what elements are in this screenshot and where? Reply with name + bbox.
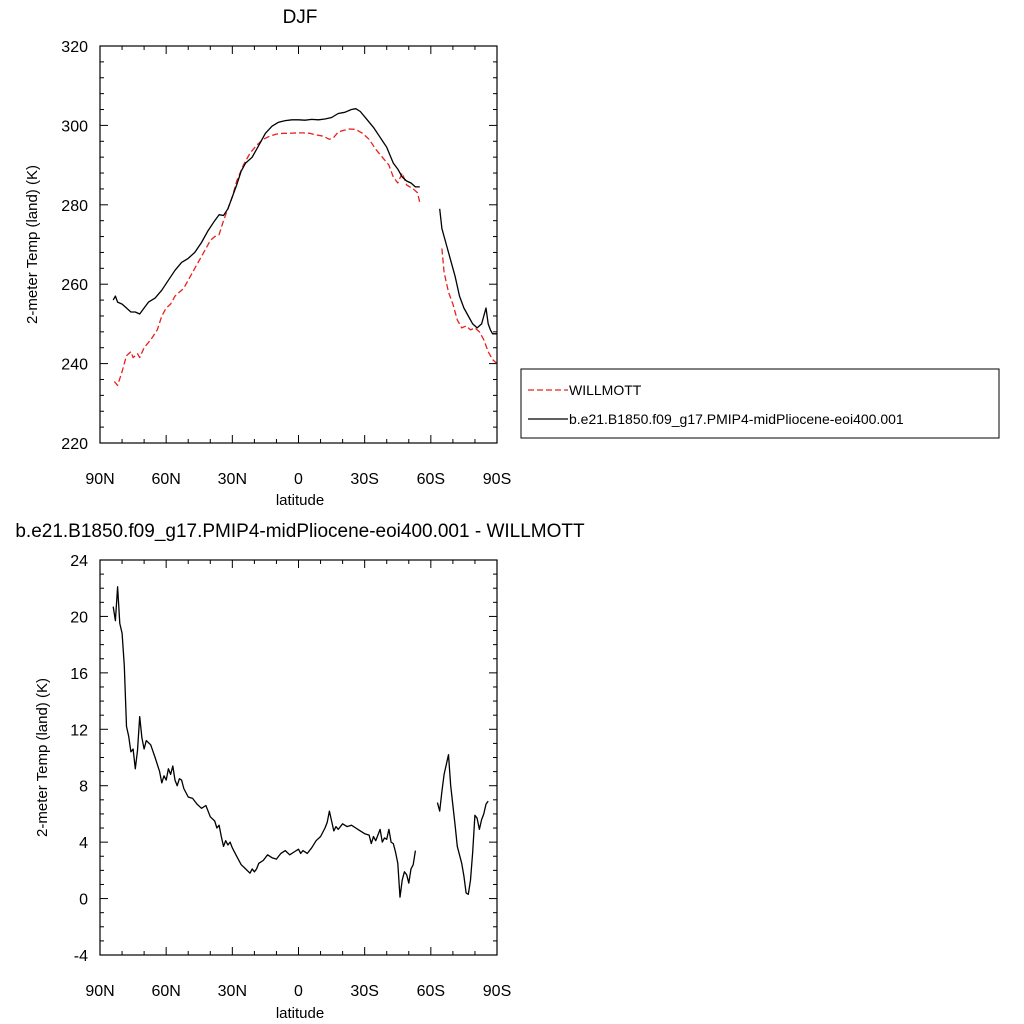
y-tick-label: 20 bbox=[70, 609, 88, 626]
series-line bbox=[439, 208, 497, 335]
series-line bbox=[441, 248, 498, 365]
axis-ticks bbox=[99, 45, 498, 444]
legend: WILLMOTT b.e21.B1850.f09_g17.PMIP4-midPli… bbox=[520, 368, 1000, 439]
x-tick-label: 90S bbox=[483, 983, 511, 1000]
y-tick-label: 240 bbox=[61, 357, 88, 374]
x-tick-label: 60S bbox=[417, 983, 445, 1000]
plot-frame bbox=[99, 559, 498, 956]
x-tick-label: 30S bbox=[350, 983, 378, 1000]
y-tick-label: -4 bbox=[74, 948, 88, 965]
chart-title: DJF bbox=[283, 7, 318, 28]
y-axis-title: 2-meter Temp (land) (K) bbox=[34, 678, 51, 837]
legend-label: b.e21.B1850.f09_g17.PMIP4-midPliocene-eo… bbox=[569, 411, 904, 427]
x-tick-label: 90N bbox=[85, 983, 114, 1000]
y-tick-label: 24 bbox=[70, 553, 88, 570]
x-tick-label: 60S bbox=[417, 471, 445, 488]
chart-2: b.e21.B1850.f09_g17.PMIP4-midPliocene-eo… bbox=[15, 521, 585, 1022]
x-tick-label: 30S bbox=[350, 471, 378, 488]
y-axis-title: 2-meter Temp (land) (K) bbox=[24, 165, 41, 324]
chart-1: DJF 220 240 260 280 300 320 90N 60N 30N 0 30S 60S 90S… bbox=[24, 7, 1000, 509]
series-line bbox=[436, 754, 489, 895]
series-1 bbox=[113, 128, 498, 387]
x-tick-label: 60N bbox=[151, 471, 180, 488]
y-tick-label: 260 bbox=[61, 277, 88, 294]
y-tick-label: 4 bbox=[79, 835, 88, 852]
series-line bbox=[112, 108, 420, 315]
y-tick-label: 300 bbox=[61, 118, 88, 135]
y-tick-label: 220 bbox=[61, 436, 88, 453]
series-1 bbox=[112, 586, 489, 898]
legend-label: WILLMOTT bbox=[569, 382, 642, 398]
y-tick-label: 12 bbox=[70, 722, 88, 739]
series-line bbox=[113, 128, 421, 387]
legend-box bbox=[520, 368, 1000, 439]
y-tick-label: 8 bbox=[79, 779, 88, 796]
chart-title: b.e21.B1850.f09_g17.PMIP4-midPliocene-eo… bbox=[15, 521, 585, 542]
series-2 bbox=[112, 108, 497, 335]
x-tick-label: 30N bbox=[218, 471, 247, 488]
x-tick-label: 30N bbox=[218, 983, 247, 1000]
y-tick-label: 0 bbox=[79, 892, 88, 909]
series-line bbox=[112, 586, 417, 898]
x-tick-label: 90N bbox=[85, 471, 114, 488]
x-tick-label: 0 bbox=[294, 983, 303, 1000]
y-tick-label: 320 bbox=[61, 39, 88, 56]
x-axis-title: latitude bbox=[276, 492, 324, 509]
y-tick-label: 16 bbox=[70, 666, 88, 683]
plot-frame bbox=[99, 45, 498, 444]
axis-ticks bbox=[99, 559, 498, 956]
x-axis-title: latitude bbox=[276, 1005, 324, 1022]
x-tick-label: 0 bbox=[294, 471, 303, 488]
x-tick-label: 90S bbox=[483, 471, 511, 488]
y-tick-label: 280 bbox=[61, 198, 88, 215]
x-tick-label: 60N bbox=[151, 983, 180, 1000]
